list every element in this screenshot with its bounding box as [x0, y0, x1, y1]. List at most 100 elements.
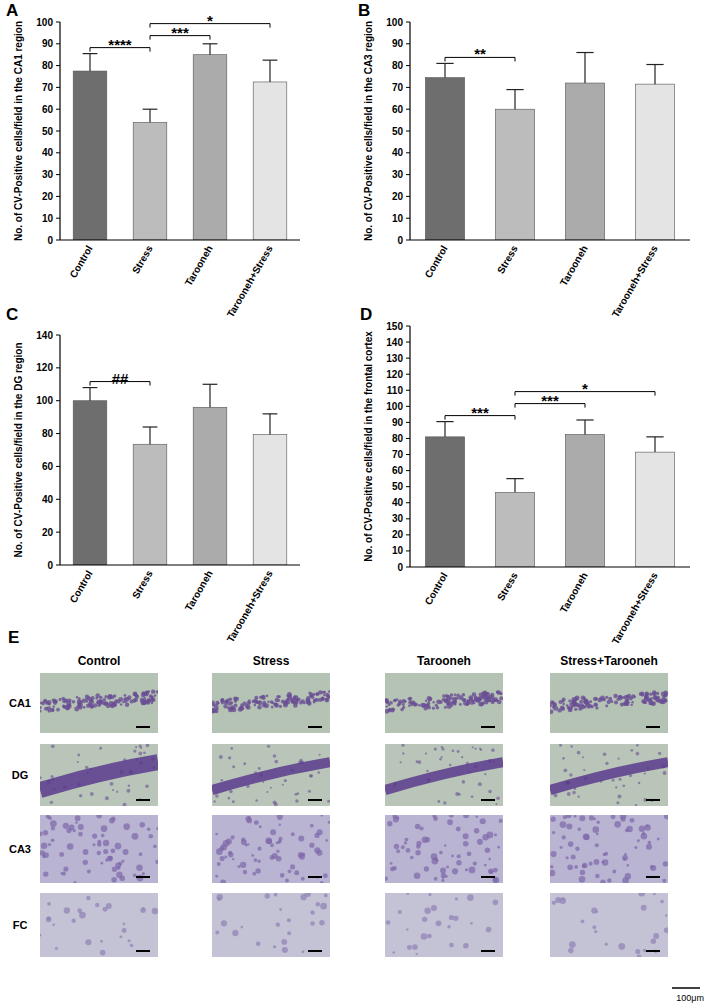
cell — [51, 838, 55, 842]
micrograph-bg — [550, 815, 668, 883]
cell — [441, 873, 446, 878]
cell — [294, 870, 299, 875]
cell — [449, 915, 454, 920]
cell — [323, 873, 328, 878]
cell — [478, 703, 482, 707]
cell — [90, 792, 94, 796]
column-header: Control — [78, 654, 121, 668]
y-tick-label: 80 — [42, 60, 54, 71]
cell — [278, 839, 282, 843]
cell — [103, 849, 108, 854]
cell — [442, 694, 446, 698]
cell — [607, 878, 612, 883]
cell — [71, 918, 75, 922]
cell — [133, 692, 138, 697]
cell — [559, 897, 566, 904]
cell — [400, 708, 403, 711]
cell — [427, 702, 431, 706]
y-tick-label: 60 — [392, 465, 404, 476]
cell — [86, 704, 90, 708]
cell — [97, 851, 101, 855]
error-cap — [576, 419, 593, 420]
cell — [480, 818, 486, 824]
y-tick-label: 40 — [42, 494, 54, 505]
cell — [276, 842, 278, 844]
cell — [318, 771, 321, 774]
x-tick-label: Control — [67, 243, 94, 279]
cell — [617, 698, 620, 701]
y-tick-label: 20 — [42, 191, 54, 202]
cell — [387, 821, 392, 826]
cell — [68, 698, 72, 702]
scale-bar — [136, 950, 150, 952]
cell — [257, 705, 261, 709]
cell — [465, 868, 468, 871]
cell — [53, 705, 55, 707]
cell — [40, 706, 42, 709]
micrograph-bg — [550, 673, 668, 733]
cell — [243, 870, 247, 874]
y-tick-label: 0 — [397, 235, 403, 246]
y-tick-label: 10 — [42, 213, 54, 224]
cell — [122, 922, 125, 925]
y-tick-label: 40 — [392, 147, 404, 158]
cell — [494, 833, 497, 836]
y-tick-label: 50 — [392, 126, 404, 137]
cell — [450, 693, 454, 697]
y-tick-label: 10 — [392, 545, 404, 556]
cell — [585, 700, 590, 705]
cell — [279, 705, 282, 708]
significance-bracket: *** — [515, 392, 585, 409]
cell — [582, 756, 584, 758]
cell — [223, 840, 230, 847]
micrograph-bg — [40, 893, 158, 957]
cell — [631, 701, 634, 704]
cell — [273, 945, 276, 948]
cell — [552, 901, 556, 905]
cell — [245, 705, 249, 709]
cell — [393, 816, 399, 822]
panel-b: BNo. of CV-Positive cells/field in the C… — [358, 1, 690, 319]
cell — [641, 833, 648, 840]
x-tick-label: Stress — [495, 243, 520, 275]
cell — [385, 877, 388, 881]
cell — [121, 860, 124, 863]
cell — [634, 846, 637, 849]
cell — [311, 696, 314, 699]
cell — [73, 829, 76, 832]
cell — [40, 709, 42, 712]
bar — [635, 84, 674, 240]
scale-bar — [308, 726, 322, 728]
cell — [455, 897, 458, 900]
cell — [466, 762, 469, 765]
cell — [589, 815, 594, 820]
cell — [124, 699, 128, 703]
cell — [47, 902, 51, 906]
error-cap — [143, 426, 158, 427]
y-tick — [56, 466, 60, 467]
cell — [112, 867, 117, 872]
y-tick-label: 80 — [392, 60, 404, 71]
cell — [212, 701, 215, 705]
cell — [308, 790, 311, 793]
cell — [261, 775, 263, 777]
micrograph — [384, 673, 504, 733]
cell — [63, 786, 66, 789]
cell — [285, 878, 289, 882]
cell — [324, 698, 329, 703]
cell — [48, 843, 51, 846]
cell — [568, 948, 574, 954]
error-bar — [263, 414, 278, 435]
y-tick-label: 130 — [386, 353, 403, 364]
error-bar — [143, 109, 158, 122]
cell — [295, 799, 298, 802]
cell — [497, 690, 501, 694]
cell — [146, 691, 149, 694]
panel-c: CNo. of CV-Positive cells/field in the D… — [6, 305, 300, 644]
significance-bracket: * — [150, 12, 270, 29]
cell — [574, 787, 577, 790]
cell — [605, 705, 608, 708]
cell — [307, 701, 311, 705]
micrograph-image — [550, 815, 668, 883]
cell — [401, 744, 404, 747]
